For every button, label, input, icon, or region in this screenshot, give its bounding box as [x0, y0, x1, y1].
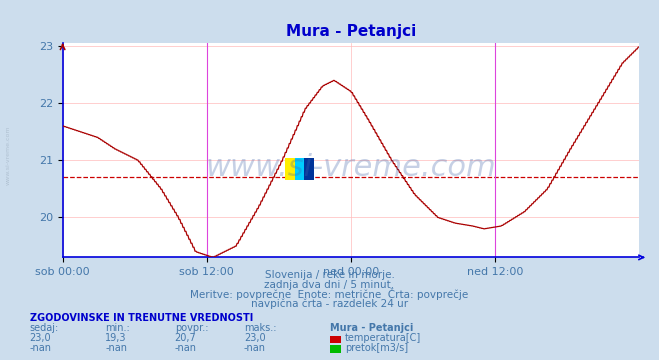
Text: www.si-vreme.com: www.si-vreme.com — [6, 125, 11, 185]
Text: navpična črta - razdelek 24 ur: navpična črta - razdelek 24 ur — [251, 299, 408, 310]
Bar — [295, 158, 305, 180]
Bar — [285, 158, 295, 180]
Text: 23,0: 23,0 — [30, 333, 51, 343]
Text: Slovenija / reke in morje.: Slovenija / reke in morje. — [264, 270, 395, 280]
Text: maks.:: maks.: — [244, 323, 276, 333]
Text: povpr.:: povpr.: — [175, 323, 208, 333]
Text: -nan: -nan — [175, 343, 196, 353]
Text: -nan: -nan — [105, 343, 127, 353]
Text: min.:: min.: — [105, 323, 130, 333]
Text: pretok[m3/s]: pretok[m3/s] — [345, 343, 408, 353]
Text: 23,0: 23,0 — [244, 333, 266, 343]
Title: Mura - Petanjci: Mura - Petanjci — [286, 24, 416, 39]
Text: -nan: -nan — [244, 343, 266, 353]
Text: www.si-vreme.com: www.si-vreme.com — [206, 153, 496, 182]
Text: 19,3: 19,3 — [105, 333, 127, 343]
Text: -nan: -nan — [30, 343, 51, 353]
Text: 20,7: 20,7 — [175, 333, 196, 343]
Bar — [304, 158, 314, 180]
Text: temperatura[C]: temperatura[C] — [345, 333, 421, 343]
Text: ZGODOVINSKE IN TRENUTNE VREDNOSTI: ZGODOVINSKE IN TRENUTNE VREDNOSTI — [30, 314, 253, 324]
Text: Meritve: povprečne  Enote: metrične  Črta: povprečje: Meritve: povprečne Enote: metrične Črta:… — [190, 288, 469, 300]
Text: Mura - Petanjci: Mura - Petanjci — [330, 323, 413, 333]
Text: zadnja dva dni / 5 minut.: zadnja dva dni / 5 minut. — [264, 280, 395, 290]
Text: sedaj:: sedaj: — [30, 323, 59, 333]
